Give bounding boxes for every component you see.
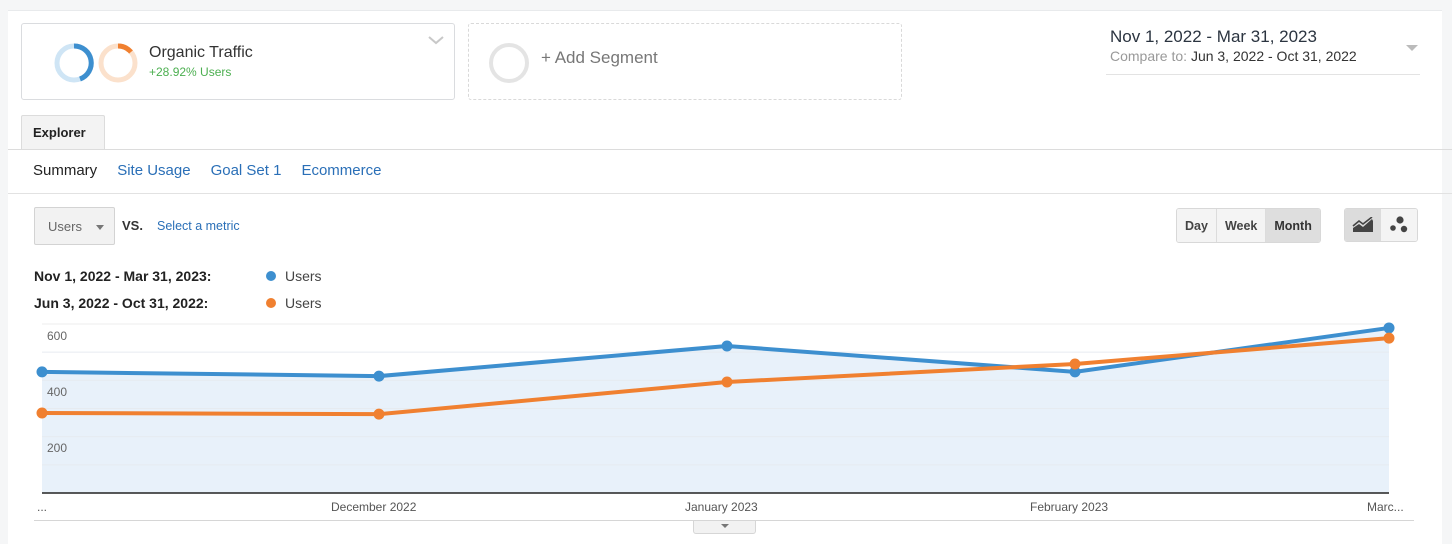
chart-type-toggle [1344,208,1418,242]
compare-label: Compare to: [1110,48,1188,64]
legend-dot-blue-icon [266,271,276,281]
primary-date-range: Nov 1, 2022 - Mar 31, 2023 [1110,27,1317,46]
tab-divider [8,149,1452,150]
subnav-divider [8,193,1452,194]
metric-dropdown[interactable]: Users [34,207,115,245]
tab-explorer[interactable]: Explorer [21,115,105,150]
metric-dropdown-value: Users [48,219,82,234]
segment-change: +28.92% Users [149,65,232,79]
legend-range: Nov 1, 2022 - Mar 31, 2023: [34,268,212,284]
subnav-ecommerce[interactable]: Ecommerce [301,162,382,179]
subnav-summary[interactable]: Summary [33,162,98,179]
add-segment-button[interactable]: + Add Segment [468,23,902,100]
granularity-week-button[interactable]: Week [1216,209,1267,242]
motion-chart-button[interactable] [1381,209,1417,241]
legend-metric: Users [285,295,322,311]
granularity-day-button[interactable]: Day [1177,209,1217,242]
motion-chart-icon [1390,216,1408,233]
caret-down-icon[interactable] [1406,45,1418,51]
page-gutter [1442,10,1452,544]
date-range-picker[interactable]: Nov 1, 2022 - Mar 31, 2023 Compare to: J… [1106,27,1420,75]
y-tick-label: 600 [47,329,68,343]
chevron-down-icon[interactable] [427,34,445,46]
legend-metric: Users [285,268,322,284]
line-chart-button[interactable] [1345,209,1381,241]
empty-segment-ring-icon [489,43,529,83]
caret-down-icon [721,524,729,528]
legend-range: Jun 3, 2022 - Oct 31, 2022: [34,295,209,311]
legend-row-current: Nov 1, 2022 - Mar 31, 2023: Users [34,268,322,284]
compare-range: Jun 3, 2022 - Oct 31, 2022 [1190,48,1357,64]
expand-chart-button[interactable] [693,521,756,534]
vs-label: VS. [122,218,143,233]
caret-down-icon [96,225,104,230]
granularity-toggle: Day Week Month [1176,208,1321,243]
x-tick-label: ... [37,500,48,514]
select-secondary-metric-link[interactable]: Select a metric [157,219,240,233]
explorer-subnav: Summary Site Usage Goal Set 1 Ecommerce [33,162,401,179]
granularity-month-button[interactable]: Month [1266,209,1320,242]
x-tick-label: December 2022 [331,500,417,514]
x-axis-footer-line [34,520,1414,521]
x-tick-label: February 2023 [1030,500,1109,514]
segment-card-organic-traffic[interactable]: Organic Traffic +28.92% Users [21,23,455,100]
compare-date-range: Compare to: Jun 3, 2022 - Oct 31, 2022 [1110,48,1420,64]
line-chart-icon [1352,217,1373,232]
subnav-goal-set-1[interactable]: Goal Set 1 [210,162,282,179]
y-tick-label: 200 [47,441,68,455]
segment-ring-compare-icon [98,43,138,83]
subnav-site-usage[interactable]: Site Usage [117,162,191,179]
legend-row-compare: Jun 3, 2022 - Oct 31, 2022: Users [34,295,322,311]
x-tick-label: Marc... [1367,500,1404,514]
add-segment-label: + Add Segment [541,48,658,67]
y-tick-label: 400 [47,385,68,399]
legend-dot-orange-icon [266,298,276,308]
segment-title: Organic Traffic [149,44,253,61]
segment-ring-current-icon [54,43,94,83]
x-tick-label: January 2023 [685,500,758,514]
